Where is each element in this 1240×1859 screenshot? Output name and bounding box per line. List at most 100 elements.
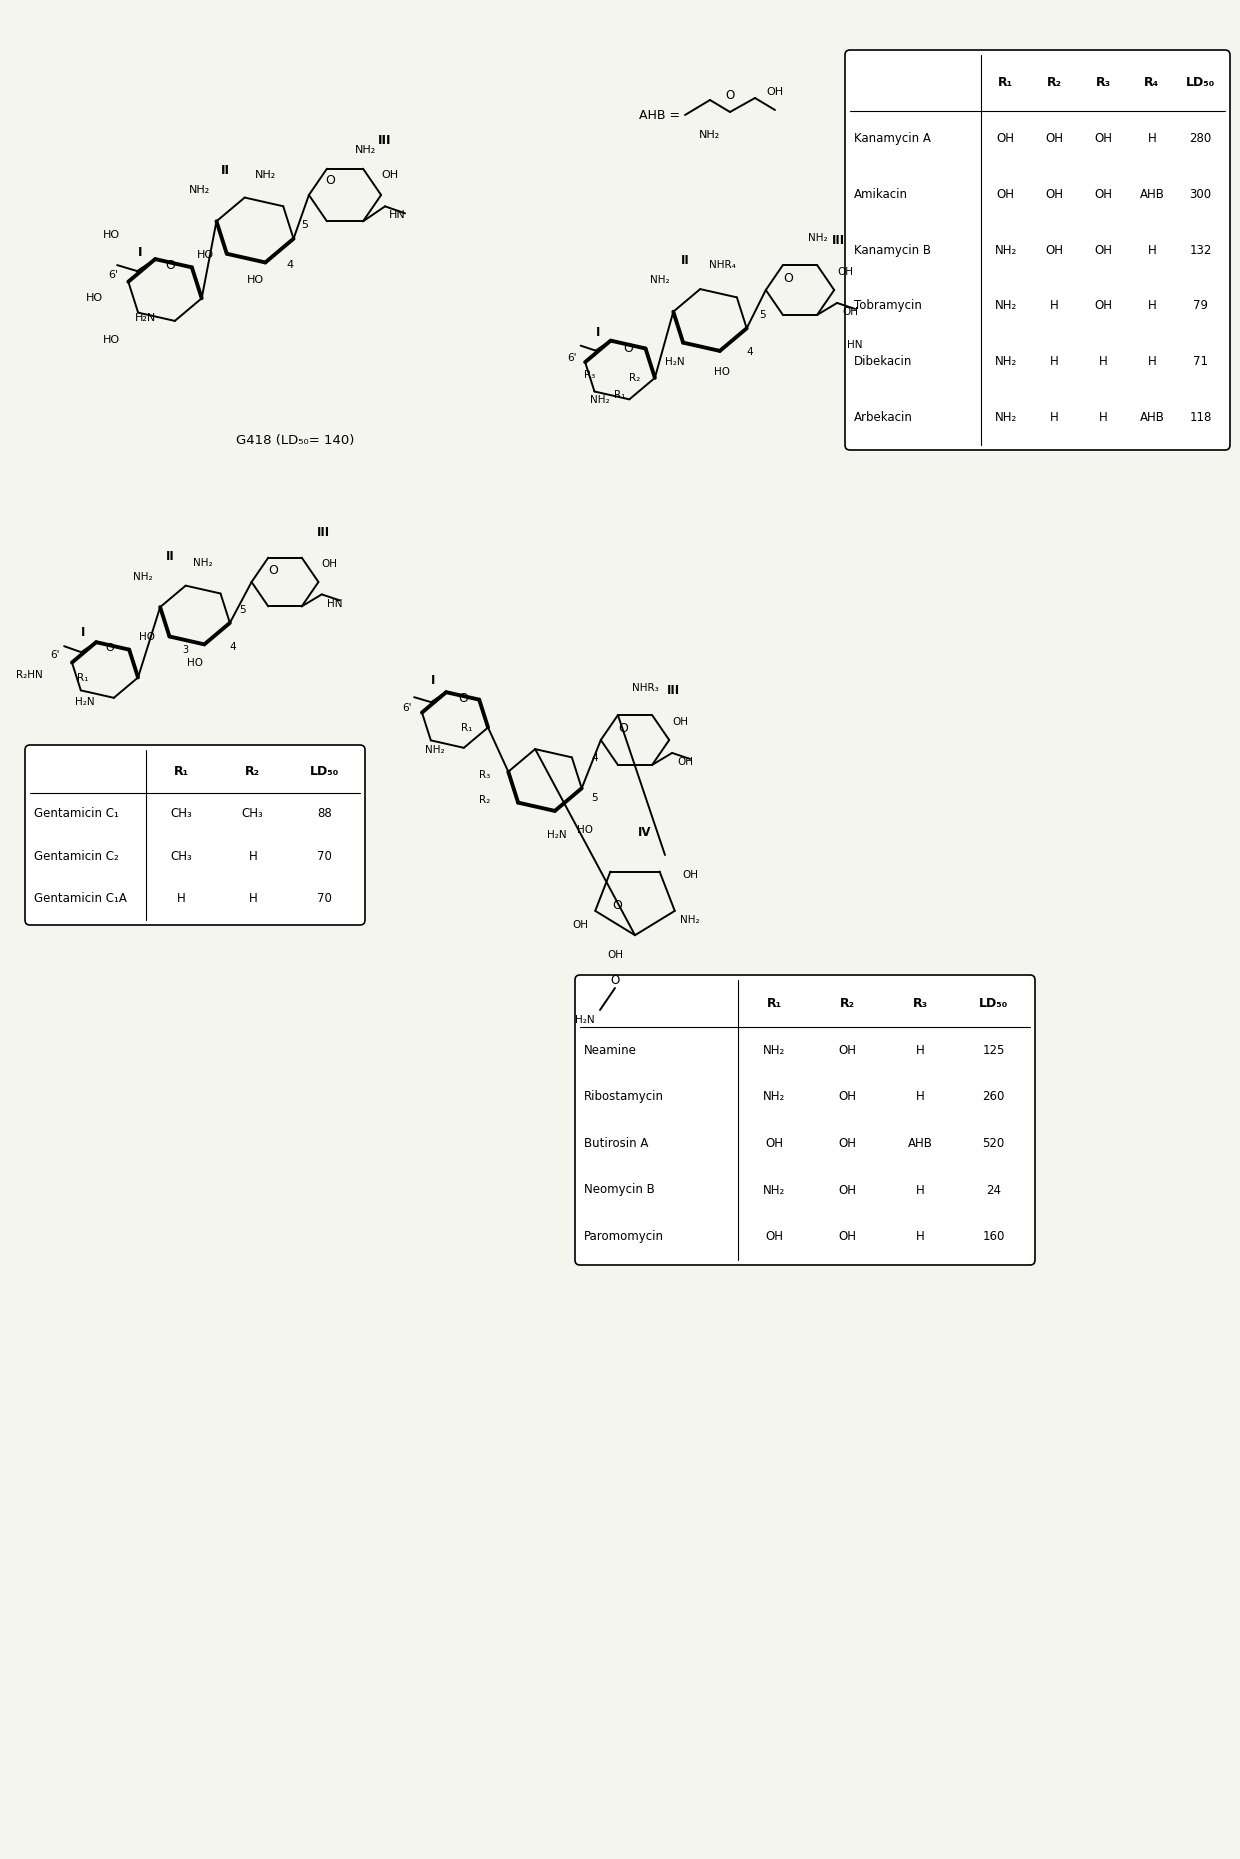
Text: I: I <box>81 625 86 638</box>
Text: IV: IV <box>639 825 652 838</box>
Text: Amikacin: Amikacin <box>854 188 908 201</box>
Text: R₁: R₁ <box>461 723 472 732</box>
FancyBboxPatch shape <box>575 974 1035 1264</box>
Text: II: II <box>166 550 175 563</box>
Text: H: H <box>1050 355 1059 368</box>
Text: OH: OH <box>1094 244 1112 257</box>
Text: Kanamycin B: Kanamycin B <box>854 244 931 257</box>
Text: OH: OH <box>572 920 588 930</box>
Text: 160: 160 <box>982 1231 1004 1244</box>
Text: III: III <box>666 684 680 697</box>
Text: O: O <box>458 692 467 705</box>
Text: I: I <box>430 673 435 686</box>
Text: 4: 4 <box>286 260 294 270</box>
Text: R₁: R₁ <box>174 764 188 777</box>
Text: H₂N: H₂N <box>76 697 94 706</box>
Text: NH₂: NH₂ <box>425 745 445 755</box>
Text: HO: HO <box>139 632 155 641</box>
Text: 4: 4 <box>746 348 754 357</box>
Text: OH: OH <box>765 1138 784 1151</box>
Text: AHB: AHB <box>1140 411 1164 424</box>
Text: III: III <box>832 234 844 247</box>
Text: OH: OH <box>838 1184 856 1197</box>
Text: OH: OH <box>1094 299 1112 312</box>
Text: 6': 6' <box>567 353 577 363</box>
Text: NH₂: NH₂ <box>994 411 1017 424</box>
Text: 71: 71 <box>1193 355 1208 368</box>
Text: 118: 118 <box>1189 411 1211 424</box>
Text: HO: HO <box>577 825 593 835</box>
Text: NH₂: NH₂ <box>994 299 1017 312</box>
Text: Dibekacin: Dibekacin <box>854 355 913 368</box>
Text: O: O <box>268 563 278 576</box>
Text: II: II <box>681 253 689 266</box>
Text: R₃: R₃ <box>480 770 491 781</box>
Text: R₁: R₁ <box>998 76 1013 89</box>
Text: NH₂: NH₂ <box>994 244 1017 257</box>
Text: H: H <box>1147 299 1156 312</box>
Text: AHB: AHB <box>908 1138 932 1151</box>
Text: HO: HO <box>247 275 264 284</box>
Text: CH₃: CH₃ <box>170 850 192 863</box>
Text: O: O <box>165 258 175 271</box>
Text: 260: 260 <box>982 1089 1004 1102</box>
Text: LD₅₀: LD₅₀ <box>978 996 1008 1009</box>
Text: OH: OH <box>838 1089 856 1102</box>
Text: OH: OH <box>321 560 337 569</box>
Text: H: H <box>916 1184 925 1197</box>
Text: Butirosin A: Butirosin A <box>584 1138 649 1151</box>
Text: 88: 88 <box>317 807 331 820</box>
Text: 5: 5 <box>239 604 247 615</box>
Text: R₂: R₂ <box>630 374 641 383</box>
Text: HO: HO <box>86 294 103 303</box>
Text: OH: OH <box>1094 188 1112 201</box>
Text: 70: 70 <box>316 892 331 905</box>
Text: OH: OH <box>682 870 698 879</box>
Text: Neamine: Neamine <box>584 1043 637 1056</box>
Text: O: O <box>725 89 734 102</box>
Text: 4: 4 <box>229 641 237 653</box>
Text: OH: OH <box>672 718 688 727</box>
Text: OH: OH <box>765 1231 784 1244</box>
Text: H₂N: H₂N <box>547 829 567 840</box>
Text: R₃: R₃ <box>1096 76 1111 89</box>
Text: HO: HO <box>196 249 213 260</box>
Text: NH₂: NH₂ <box>681 915 699 926</box>
Text: 5: 5 <box>301 219 309 231</box>
Text: 520: 520 <box>982 1138 1004 1151</box>
Text: III: III <box>378 134 392 147</box>
Text: H: H <box>1147 355 1156 368</box>
Text: H₂N: H₂N <box>665 357 684 366</box>
Text: 6': 6' <box>108 270 118 281</box>
Text: H: H <box>1147 132 1156 145</box>
Text: HN: HN <box>388 210 405 219</box>
Text: H: H <box>916 1231 925 1244</box>
Text: R₂: R₂ <box>839 996 854 1009</box>
Text: OH: OH <box>838 1231 856 1244</box>
Text: AHB: AHB <box>1140 188 1164 201</box>
Text: NH₂: NH₂ <box>590 394 610 405</box>
Text: 3: 3 <box>182 645 188 654</box>
Text: H₂N: H₂N <box>575 1015 595 1024</box>
Text: OH: OH <box>997 132 1014 145</box>
Text: NH₂: NH₂ <box>254 169 275 180</box>
Text: NH₂: NH₂ <box>355 145 376 154</box>
Text: H₂N: H₂N <box>134 312 156 323</box>
Text: NH₂: NH₂ <box>763 1043 785 1056</box>
Text: NH₂: NH₂ <box>994 355 1017 368</box>
Text: O: O <box>610 974 620 987</box>
Text: R₂: R₂ <box>1047 76 1061 89</box>
Text: 300: 300 <box>1189 188 1211 201</box>
Text: I: I <box>138 245 143 258</box>
Text: NH₂: NH₂ <box>699 130 720 139</box>
Text: Gentamicin C₁: Gentamicin C₁ <box>33 807 119 820</box>
Text: 132: 132 <box>1189 244 1211 257</box>
Text: H: H <box>177 892 186 905</box>
Text: G418 (LD₅₀= 140): G418 (LD₅₀= 140) <box>236 433 355 446</box>
Text: I: I <box>595 325 600 338</box>
Text: 6': 6' <box>402 703 412 714</box>
Text: NH₂: NH₂ <box>193 558 213 569</box>
Text: AHB =: AHB = <box>639 108 680 121</box>
Text: H: H <box>916 1043 925 1056</box>
Text: Ribostamycin: Ribostamycin <box>584 1089 663 1102</box>
